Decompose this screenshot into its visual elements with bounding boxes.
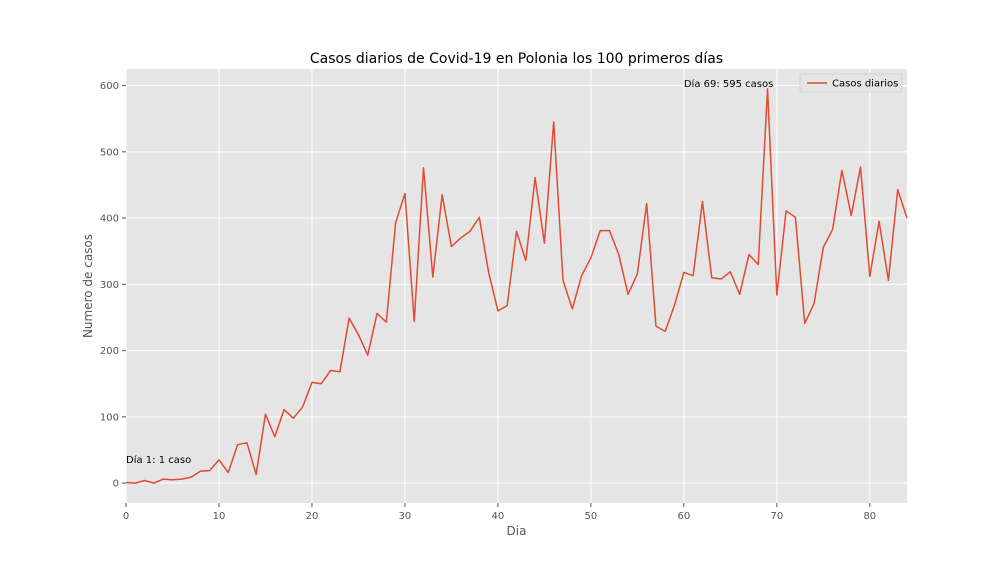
x-tick-label: 80 bbox=[863, 511, 876, 522]
x-tick-label: 70 bbox=[770, 511, 783, 522]
x-tick-label: 60 bbox=[677, 511, 690, 522]
x-tick-label: 0 bbox=[123, 511, 129, 522]
legend-label: Casos diarios bbox=[832, 79, 898, 90]
x-tick-label: 20 bbox=[306, 511, 319, 522]
x-tick-label: 10 bbox=[213, 511, 226, 522]
annotation-text: Día 69: 595 casos bbox=[684, 78, 774, 90]
y-tick-label: 100 bbox=[100, 412, 119, 423]
x-tick-label: 50 bbox=[585, 511, 598, 522]
y-tick-label: 400 bbox=[100, 214, 119, 225]
x-axis-label: Dia bbox=[507, 524, 527, 538]
legend-box bbox=[799, 73, 903, 93]
y-tick-label: 0 bbox=[113, 479, 119, 490]
y-axis-label: Numero de casos bbox=[81, 234, 95, 338]
annotation-text: Día 1: 1 caso bbox=[126, 454, 191, 466]
y-tick-label: 500 bbox=[100, 147, 119, 158]
y-tick-label: 600 bbox=[100, 81, 119, 92]
y-tick-label: 200 bbox=[100, 346, 119, 357]
y-tick-label: 300 bbox=[100, 280, 119, 291]
x-tick-label: 30 bbox=[399, 511, 412, 522]
plot-background bbox=[126, 69, 907, 503]
chart-title: Casos diarios de Covid-19 en Polonia los… bbox=[310, 51, 723, 67]
x-tick-label: 40 bbox=[492, 511, 505, 522]
series-line bbox=[125, 88, 908, 484]
